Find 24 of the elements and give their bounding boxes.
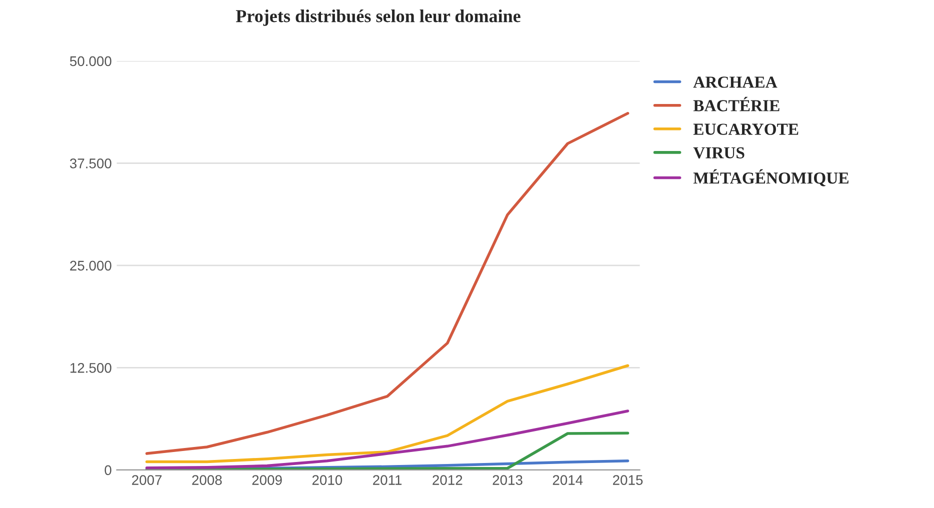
legend-label: BACTÉRIE — [693, 96, 780, 112]
legend-label: MÉTAGÉNOMIQUE — [693, 169, 848, 186]
y-tick-label: 12.500 — [70, 363, 112, 373]
x-tick-label: 2013 — [492, 475, 522, 485]
y-tick-label: 50.000 — [70, 56, 112, 66]
legend-label: EUCARYOTE — [693, 124, 798, 135]
line-series — [145, 432, 630, 470]
legend-label: ARCHAEA — [693, 76, 778, 88]
line-series — [145, 364, 630, 464]
y-tick-label: 0 — [104, 465, 112, 476]
y-tick-label: 37.500 — [70, 158, 112, 168]
y-tick-label: 25.000 — [70, 260, 112, 271]
line-series — [145, 410, 630, 470]
chart-title: Projets distribués selon leur domaine — [236, 10, 520, 26]
x-tick-label: 2014 — [552, 475, 583, 485]
x-tick-label: 2008 — [192, 475, 222, 485]
line-series — [145, 112, 630, 455]
x-tick-label: 2012 — [432, 475, 462, 485]
legend-label: VIRUS — [693, 147, 744, 159]
x-tick-label: 2007 — [132, 475, 162, 485]
x-tick-label: 2011 — [373, 475, 402, 485]
x-tick-label: 2010 — [312, 475, 342, 485]
x-tick-label: 2015 — [613, 475, 643, 485]
x-tick-label: 2009 — [252, 475, 282, 485]
